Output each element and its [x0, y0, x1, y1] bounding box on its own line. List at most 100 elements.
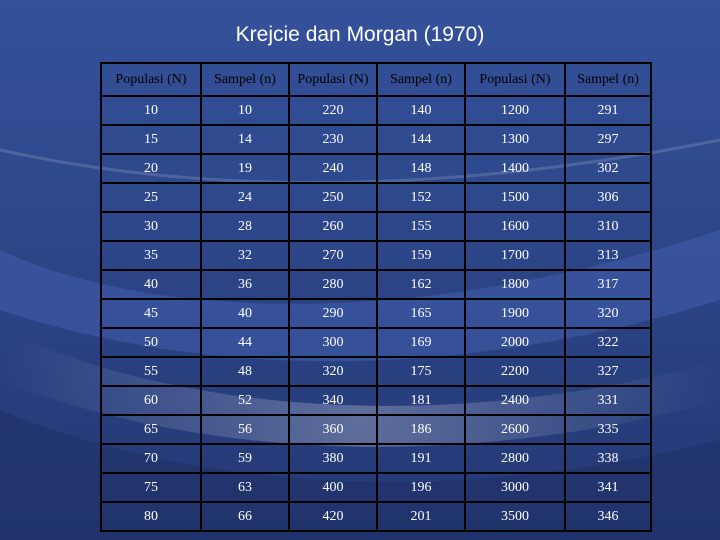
table-row: 50 44 300 169 2000 322: [100, 327, 652, 358]
table-cell: 159: [376, 240, 466, 271]
table-cell: 65: [100, 414, 202, 445]
table-cell: 148: [376, 153, 466, 184]
table-row: 75 63 400 196 3000 341: [100, 472, 652, 503]
table-cell: 56: [200, 414, 290, 445]
table-row: 35 32 270 159 1700 313: [100, 240, 652, 271]
table-cell: 335: [564, 414, 652, 445]
table-cell: 80: [100, 501, 202, 532]
table-cell: 270: [288, 240, 378, 271]
table-cell: 175: [376, 356, 466, 387]
table-row: 30 28 260 155 1600 310: [100, 211, 652, 242]
table-cell: 30: [100, 211, 202, 242]
header-populasi-3: Populasi (N): [464, 62, 566, 97]
sample-size-table: Populasi (N) Sampel (n) Populasi (N) Sam…: [100, 62, 652, 532]
table-cell: 360: [288, 414, 378, 445]
table-cell: 10: [200, 95, 290, 126]
table-cell: 1700: [464, 240, 566, 271]
table-row: 40 36 280 162 1800 317: [100, 269, 652, 300]
table-cell: 181: [376, 385, 466, 416]
table-cell: 40: [100, 269, 202, 300]
table-row: 65 56 360 186 2600 335: [100, 414, 652, 445]
table-cell: 140: [376, 95, 466, 126]
table-cell: 2000: [464, 327, 566, 358]
table-cell: 317: [564, 269, 652, 300]
table-cell: 50: [100, 327, 202, 358]
slide-title: Krejcie dan Morgan (1970): [235, 23, 485, 46]
table-cell: 70: [100, 443, 202, 474]
table-row: 20 19 240 148 1400 302: [100, 153, 652, 184]
table-cell: 340: [288, 385, 378, 416]
table-cell: 250: [288, 182, 378, 213]
table-cell: 10: [100, 95, 202, 126]
table-cell: 1400: [464, 153, 566, 184]
table-cell: 220: [288, 95, 378, 126]
table-cell: 1900: [464, 298, 566, 329]
table-cell: 201: [376, 501, 466, 532]
table-cell: 320: [288, 356, 378, 387]
header-sampel-1: Sampel (n): [200, 62, 290, 97]
table-cell: 2400: [464, 385, 566, 416]
table-cell: 63: [200, 472, 290, 503]
table-cell: 346: [564, 501, 652, 532]
table-cell: 19: [200, 153, 290, 184]
table-cell: 169: [376, 327, 466, 358]
table-cell: 66: [200, 501, 290, 532]
table-cell: 1800: [464, 269, 566, 300]
header-sampel-2: Sampel (n): [376, 62, 466, 97]
table-cell: 322: [564, 327, 652, 358]
table-row: 55 48 320 175 2200 327: [100, 356, 652, 387]
table-row: 45 40 290 165 1900 320: [100, 298, 652, 329]
table-cell: 15: [100, 124, 202, 155]
table-cell: 48: [200, 356, 290, 387]
table-cell: 291: [564, 95, 652, 126]
table-cell: 24: [200, 182, 290, 213]
table-cell: 400: [288, 472, 378, 503]
table-cell: 186: [376, 414, 466, 445]
table-cell: 25: [100, 182, 202, 213]
table-cell: 306: [564, 182, 652, 213]
table-cell: 341: [564, 472, 652, 503]
table-cell: 3500: [464, 501, 566, 532]
header-populasi-2: Populasi (N): [288, 62, 378, 97]
table-cell: 313: [564, 240, 652, 271]
table-cell: 144: [376, 124, 466, 155]
table-cell: 36: [200, 269, 290, 300]
table-cell: 331: [564, 385, 652, 416]
table-cell: 14: [200, 124, 290, 155]
table-cell: 290: [288, 298, 378, 329]
table-row: 60 52 340 181 2400 331: [100, 385, 652, 416]
table-cell: 28: [200, 211, 290, 242]
table-cell: 380: [288, 443, 378, 474]
table-cell: 59: [200, 443, 290, 474]
table-cell: 297: [564, 124, 652, 155]
table-cell: 152: [376, 182, 466, 213]
table-cell: 155: [376, 211, 466, 242]
header-sampel-3: Sampel (n): [564, 62, 652, 97]
table-cell: 55: [100, 356, 202, 387]
table-cell: 40: [200, 298, 290, 329]
table-row: 80 66 420 201 3500 346: [100, 501, 652, 532]
table-cell: 260: [288, 211, 378, 242]
table-cell: 75: [100, 472, 202, 503]
table-cell: 44: [200, 327, 290, 358]
table-cell: 165: [376, 298, 466, 329]
table-cell: 2600: [464, 414, 566, 445]
table-cell: 302: [564, 153, 652, 184]
table-cell: 2800: [464, 443, 566, 474]
table-cell: 52: [200, 385, 290, 416]
table-cell: 162: [376, 269, 466, 300]
table-cell: 2200: [464, 356, 566, 387]
table-cell: 60: [100, 385, 202, 416]
table-cell: 1600: [464, 211, 566, 242]
table-cell: 420: [288, 501, 378, 532]
table-cell: 3000: [464, 472, 566, 503]
header-populasi-1: Populasi (N): [100, 62, 202, 97]
table-cell: 1300: [464, 124, 566, 155]
table-cell: 338: [564, 443, 652, 474]
table-row: 10 10 220 140 1200 291: [100, 95, 652, 126]
table-cell: 191: [376, 443, 466, 474]
table-cell: 230: [288, 124, 378, 155]
table-header-row: Populasi (N) Sampel (n) Populasi (N) Sam…: [100, 62, 652, 97]
table-cell: 1200: [464, 95, 566, 126]
table-row: 25 24 250 152 1500 306: [100, 182, 652, 213]
